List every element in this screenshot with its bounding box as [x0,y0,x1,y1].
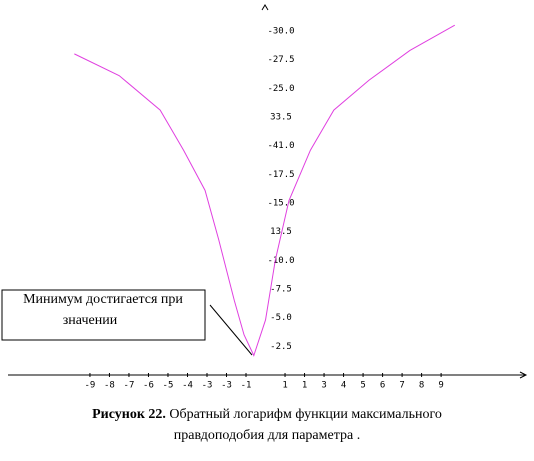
x-tick-label: 5 [360,381,365,391]
x-tick-label: 9 [438,381,443,391]
x-tick-label: -3 [202,381,213,391]
x-tick-label: -1 [241,381,252,391]
x-tick-label: -9 [85,381,96,391]
annotation-box [1,289,206,341]
caption-text: Обратный логарифм функции максимального [169,407,441,422]
x-tick-label: -4 [182,381,193,391]
x-tick-label: -8 [104,381,115,391]
x-tick-label: 6 [380,381,385,391]
y-tick-label: -5.0 [270,313,292,323]
annotation-line: значении [63,313,118,328]
x-tick-label: 1 [282,381,287,391]
caption-label: Рисунок 22. [92,407,166,422]
x-tick-label: 3 [321,381,326,391]
y-tick-label: 13.5 [270,227,292,237]
curve [74,24,456,357]
y-tick-label: -27.5 [267,55,294,65]
y-tick-label: -15.0 [267,198,294,208]
x-tick-label: -6 [143,381,154,391]
y-tick-label: -17.5 [267,170,294,180]
y-tick-label: -30.0 [267,26,294,36]
caption-line: правдоподобия для параметра . [174,428,360,443]
x-tick-label: 7 [399,381,404,391]
x-tick-label: -5 [163,381,174,391]
y-tick-label: -7.5 [270,284,292,294]
y-tick-label: -25.0 [267,84,294,94]
y-arrow [261,4,269,11]
x-arrow [519,371,528,379]
x-tick-label: -7 [124,381,135,391]
y-tick-label: -2.5 [270,342,292,352]
x-tick-label: 8 [419,381,424,391]
caption-line: Рисунок 22. Обратный логарифм функции ма… [92,407,442,422]
x-tick-label: 1 [302,381,307,391]
x-tick-label: -3 [221,381,232,391]
x-tick-label: 4 [341,381,346,391]
annotation-pointer [209,304,253,356]
y-tick-label: -41.0 [267,141,294,151]
annotation-line: Минимум достигается при [23,292,183,307]
y-tick-label: 33.5 [270,112,292,122]
y-tick-label: -10.0 [267,256,294,266]
